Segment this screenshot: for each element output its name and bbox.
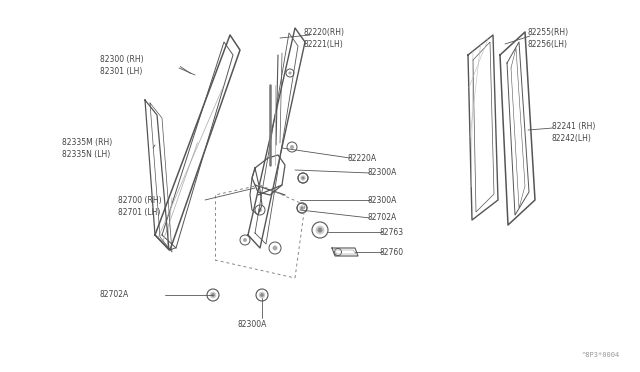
Circle shape [290,145,294,149]
Circle shape [289,71,292,75]
Circle shape [259,292,266,298]
Text: 82702A: 82702A [368,213,397,222]
Text: 82760: 82760 [380,248,404,257]
Text: 82220A: 82220A [348,154,377,163]
Circle shape [301,206,303,209]
Circle shape [300,205,305,211]
Circle shape [210,292,216,298]
Circle shape [301,176,305,180]
Text: 82335M (RH)
82335N (LH): 82335M (RH) 82335N (LH) [62,138,112,159]
Circle shape [300,206,304,210]
Circle shape [260,293,264,297]
Circle shape [301,176,305,180]
Text: 82255(RH)
82256(LH): 82255(RH) 82256(LH) [528,28,569,49]
Text: ^8P3*0004: ^8P3*0004 [582,352,620,358]
Text: 82220(RH)
82221(LH): 82220(RH) 82221(LH) [303,28,344,49]
Text: 82300A: 82300A [368,196,397,205]
Circle shape [211,293,215,297]
Circle shape [258,208,262,212]
Circle shape [243,238,247,242]
Text: 82700 (RH)
82701 (LH): 82700 (RH) 82701 (LH) [118,196,162,217]
Text: 82300A: 82300A [238,320,268,329]
Circle shape [300,175,306,181]
Text: 82702A: 82702A [100,290,129,299]
Text: 82763: 82763 [380,228,404,237]
Text: 82300 (RH)
82301 (LH): 82300 (RH) 82301 (LH) [100,55,143,76]
Circle shape [273,246,277,250]
Text: 82241 (RH)
82242(LH): 82241 (RH) 82242(LH) [552,122,595,143]
Text: 82300A: 82300A [368,168,397,177]
Circle shape [317,228,323,232]
Circle shape [316,225,324,234]
